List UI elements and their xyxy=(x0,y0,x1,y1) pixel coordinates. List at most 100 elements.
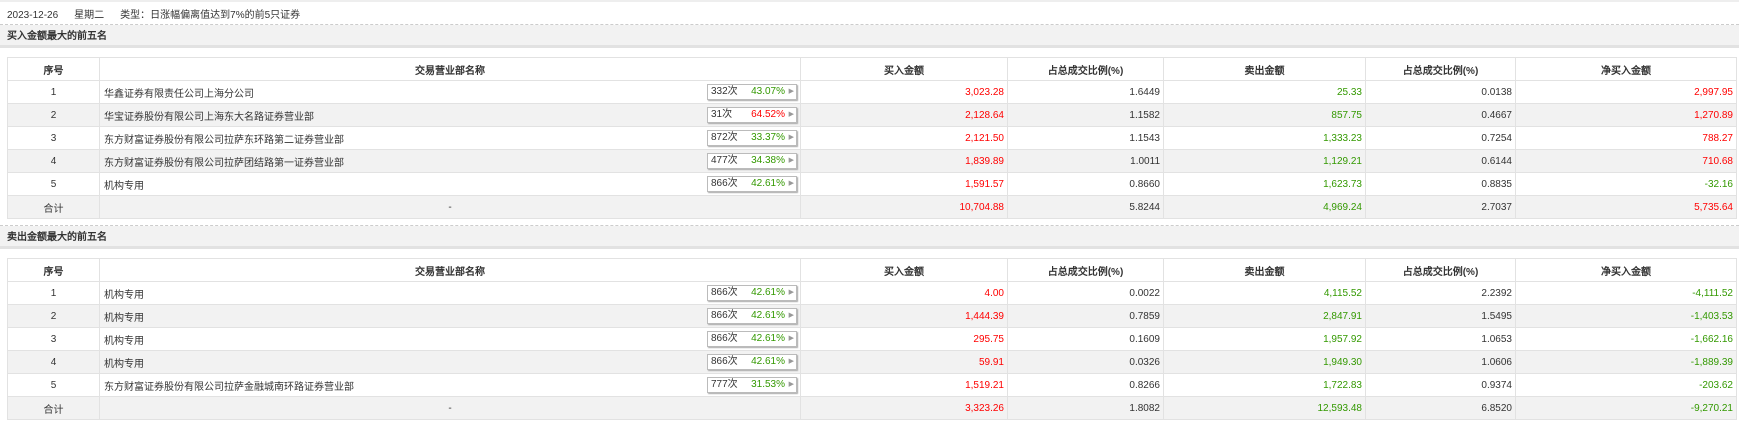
appearance-count: 31次 xyxy=(711,109,733,120)
column-header: 交易营业部名称 xyxy=(99,258,801,282)
broker-stats-badge[interactable]: 866次 42.61% ▶ xyxy=(707,354,797,370)
broker-name[interactable]: 机构专用 xyxy=(104,335,144,347)
success-rate: 43.07% xyxy=(751,86,785,97)
column-header: 占总成交比例(%) xyxy=(1007,57,1164,81)
row-number: 5 xyxy=(7,172,100,196)
total-net: -9,270.21 xyxy=(1515,396,1737,420)
success-rate: 31.53% xyxy=(751,379,785,390)
buy-amount: 1,591.57 xyxy=(800,172,1008,196)
column-header: 交易营业部名称 xyxy=(99,57,801,81)
table-row: 3 机构专用 866次 42.61% ▶ 295.75 0.1609 1,957.92 1.06… xyxy=(7,327,1737,351)
buy-amount: 295.75 xyxy=(800,327,1008,351)
table-row: 4 机构专用 866次 42.61% ▶ 59.91 0.0326 1,949.30 1.060… xyxy=(7,350,1737,374)
arrow-right-icon: ▶ xyxy=(788,88,794,95)
sell-ratio: 1.0606 xyxy=(1365,350,1516,374)
buy-ratio: 0.1609 xyxy=(1007,327,1164,351)
broker-name[interactable]: 东方财富证券股份有限公司拉萨东环路第二证券营业部 xyxy=(104,134,344,146)
row-number: 2 xyxy=(7,103,100,127)
total-buy-ratio: 5.8244 xyxy=(1007,195,1164,219)
appearance-count: 866次 xyxy=(711,333,738,344)
column-header: 净买入金额 xyxy=(1515,258,1737,282)
broker-name[interactable]: 东方财富证券股份有限公司拉萨团结路第一证券营业部 xyxy=(104,157,344,169)
broker-stats-badge[interactable]: 866次 42.61% ▶ xyxy=(707,331,797,347)
sell-ratio: 1.0653 xyxy=(1365,327,1516,351)
sell-ratio: 0.7254 xyxy=(1365,126,1516,150)
sell-ratio: 0.9374 xyxy=(1365,373,1516,397)
broker-name[interactable]: 机构专用 xyxy=(104,180,144,192)
arrow-right-icon: ▶ xyxy=(788,180,794,187)
date: 2023-12-26 xyxy=(7,10,59,21)
buy-amount: 3,023.28 xyxy=(800,80,1008,104)
sell-amount: 4,115.52 xyxy=(1163,281,1366,305)
total-sell-ratio: 2.7037 xyxy=(1365,195,1516,219)
sell-amount: 1,623.73 xyxy=(1163,172,1366,196)
broker-stats-badge[interactable]: 777次 31.53% ▶ xyxy=(707,377,797,393)
broker-stats-badge[interactable]: 866次 42.61% ▶ xyxy=(707,285,797,301)
total-label: 合计 xyxy=(7,396,100,420)
net-buy-amount: 710.68 xyxy=(1515,149,1737,173)
buy-amount: 2,121.50 xyxy=(800,126,1008,150)
appearance-count: 866次 xyxy=(711,310,738,321)
total-name: - xyxy=(99,396,801,420)
sell-ratio: 0.8835 xyxy=(1365,172,1516,196)
broker-stats-badge[interactable]: 477次 34.38% ▶ xyxy=(707,153,797,169)
table-row: 1 机构专用 866次 42.61% ▶ 4.00 0.0022 4,115.52 2.2392… xyxy=(7,281,1737,305)
table-row: 2 华宝证券股份有限公司上海东大名路证券营业部 31次 64.52% ▶ 2,128.64… xyxy=(7,103,1737,127)
info-bar: 2023-12-26 星期二 类型：日涨幅偏离值达到7%的前5只证券 xyxy=(0,0,1739,25)
net-buy-amount: -32.16 xyxy=(1515,172,1737,196)
column-header: 序号 xyxy=(7,57,100,81)
net-buy-amount: 2,997.95 xyxy=(1515,80,1737,104)
buy-amount: 1,839.89 xyxy=(800,149,1008,173)
broker-name[interactable]: 机构专用 xyxy=(104,289,144,301)
broker-stats-badge[interactable]: 866次 42.61% ▶ xyxy=(707,308,797,324)
arrow-right-icon: ▶ xyxy=(788,335,794,342)
buy-section-title: 买入金额最大的前五名 xyxy=(0,25,1739,48)
table-row: 2 机构专用 866次 42.61% ▶ 1,444.39 0.7859 2,847.91 1.… xyxy=(7,304,1737,328)
buy-amount: 2,128.64 xyxy=(800,103,1008,127)
net-buy-amount: -1,889.39 xyxy=(1515,350,1737,374)
column-header: 买入金额 xyxy=(800,258,1008,282)
appearance-count: 866次 xyxy=(711,287,738,298)
success-rate: 42.61% xyxy=(751,287,785,298)
arrow-right-icon: ▶ xyxy=(788,157,794,164)
sell-ratio: 1.5495 xyxy=(1365,304,1516,328)
sell-ratio: 0.6144 xyxy=(1365,149,1516,173)
row-number: 4 xyxy=(7,350,100,374)
table-header: 序号 交易营业部名称 买入金额 占总成交比例(%) 卖出金额 占总成交比例(%) 净买入金额 xyxy=(7,258,1737,282)
broker-name[interactable]: 机构专用 xyxy=(104,312,144,324)
list-type: 类型：日涨幅偏离值达到7%的前5只证券 xyxy=(120,10,301,21)
row-number: 5 xyxy=(7,373,100,397)
broker-stats-badge[interactable]: 872次 33.37% ▶ xyxy=(707,130,797,146)
broker-name[interactable]: 东方财富证券股份有限公司拉萨金融城南环路证券营业部 xyxy=(104,381,354,393)
arrow-right-icon: ▶ xyxy=(788,289,794,296)
column-header: 占总成交比例(%) xyxy=(1007,258,1164,282)
broker-stats-badge[interactable]: 31次 64.52% ▶ xyxy=(707,107,797,123)
arrow-right-icon: ▶ xyxy=(788,381,794,388)
net-buy-amount: -1,403.53 xyxy=(1515,304,1737,328)
sell-ratio: 0.4667 xyxy=(1365,103,1516,127)
table-row: 1 华鑫证券有限责任公司上海分公司 332次 43.07% ▶ 3,023.28 1.644… xyxy=(7,80,1737,104)
success-rate: 42.61% xyxy=(751,356,785,367)
total-row: 合计 -3,323.26 1.8082 12,593.48 6.8520 -9,270.2… xyxy=(7,396,1737,420)
arrow-right-icon: ▶ xyxy=(788,134,794,141)
sell-top5-table: 序号 交易营业部名称 买入金额 占总成交比例(%) 卖出金额 占总成交比例(%) 净买入金额… xyxy=(7,258,1737,420)
net-buy-amount: 788.27 xyxy=(1515,126,1737,150)
appearance-count: 332次 xyxy=(711,86,738,97)
table-row: 5 东方财富证券股份有限公司拉萨金融城南环路证券营业部 777次 31.53% ▶ 1,5… xyxy=(7,373,1737,397)
broker-name[interactable]: 华宝证券股份有限公司上海东大名路证券营业部 xyxy=(104,111,314,123)
buy-ratio: 1.1582 xyxy=(1007,103,1164,127)
total-buy: 10,704.88 xyxy=(800,195,1008,219)
column-header: 卖出金额 xyxy=(1163,57,1366,81)
column-header: 占总成交比例(%) xyxy=(1365,57,1516,81)
sell-ratio: 2.2392 xyxy=(1365,281,1516,305)
broker-name[interactable]: 机构专用 xyxy=(104,358,144,370)
row-number: 3 xyxy=(7,126,100,150)
broker-name[interactable]: 华鑫证券有限责任公司上海分公司 xyxy=(104,88,254,100)
row-number: 1 xyxy=(7,80,100,104)
success-rate: 33.37% xyxy=(751,132,785,143)
arrow-right-icon: ▶ xyxy=(788,111,794,118)
buy-amount: 1,444.39 xyxy=(800,304,1008,328)
broker-stats-badge[interactable]: 332次 43.07% ▶ xyxy=(707,84,797,100)
broker-stats-badge[interactable]: 866次 42.61% ▶ xyxy=(707,176,797,192)
success-rate: 42.61% xyxy=(751,310,785,321)
